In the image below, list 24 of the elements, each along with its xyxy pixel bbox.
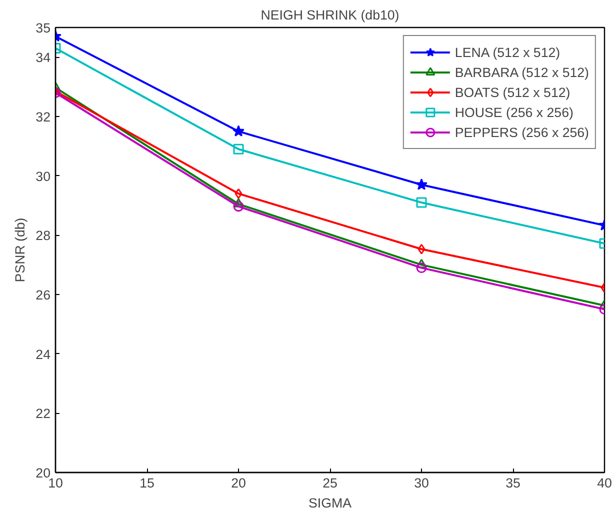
y-tick-label: 26 [36, 288, 51, 302]
y-tick-label: 32 [36, 110, 51, 124]
x-tick-label: 40 [597, 476, 612, 490]
y-tick-label: 30 [36, 168, 51, 184]
x-tick-label: 15 [140, 476, 154, 490]
y-tick-label: 35 [36, 20, 51, 36]
x-tick-label: 20 [231, 476, 246, 490]
y-axis-title: PSNR (db) [12, 218, 28, 282]
chart-title: NEIGH SHRINK (db10) [260, 8, 400, 22]
y-tick-label: 22 [36, 406, 51, 422]
legend-label: HOUSE (256 x 256) [454, 104, 574, 120]
y-tick-label: 28 [36, 228, 51, 244]
x-tick-label: 35 [506, 476, 520, 490]
legend-label: BOATS (512 x 512) [454, 84, 570, 100]
y-tick-label: 34 [36, 50, 52, 66]
y-tick-label: 20 [36, 466, 51, 480]
x-axis-title: SIGMA [308, 496, 352, 510]
x-tick-label: 25 [322, 476, 338, 490]
x-tick-label: 30 [414, 476, 429, 490]
x-tick-label: 10 [48, 476, 63, 490]
legend-label: LENA (512 x 512) [454, 44, 560, 60]
legend-label: BARBARA (512 x 512) [454, 64, 589, 80]
y-tick-label: 24 [36, 346, 52, 362]
legend-label: PEPPERS (256 x 256) [454, 124, 589, 140]
